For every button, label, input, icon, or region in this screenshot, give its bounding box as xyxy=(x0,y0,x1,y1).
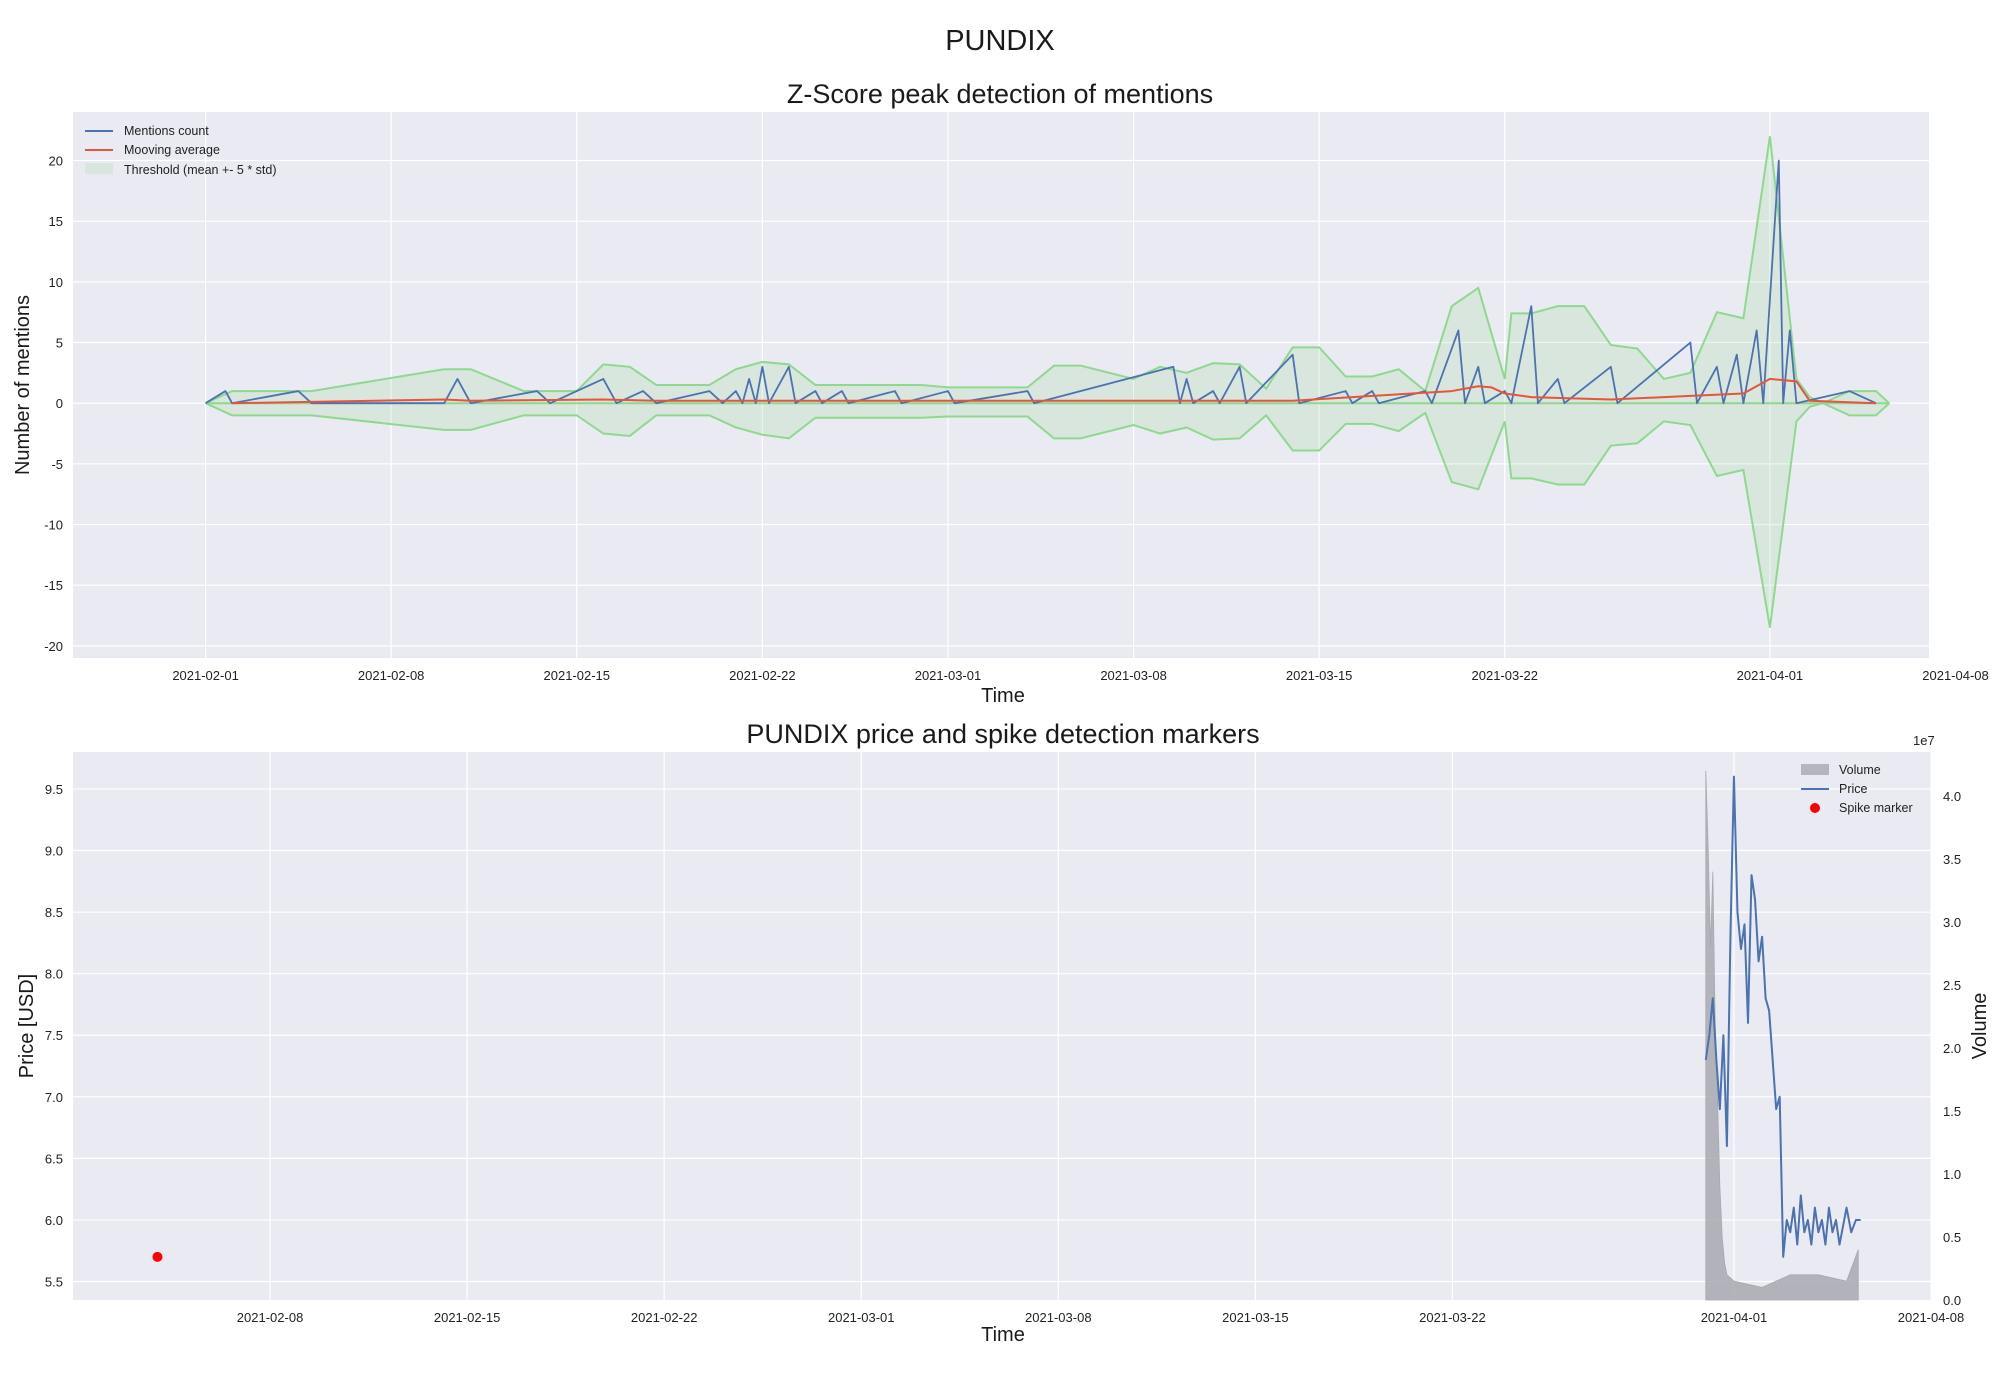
top-series xyxy=(205,159,1890,405)
bottom-x-tick-label: 2021-02-08 xyxy=(237,1310,304,1325)
bottom-plot-area xyxy=(73,752,1931,1300)
bottom-y-axis-label: Price [USD] xyxy=(16,974,38,1078)
legend-label-spike: Spike marker xyxy=(1839,801,1913,815)
top-y-tick-label: -5 xyxy=(51,457,63,472)
price-line xyxy=(1704,775,1861,1258)
bottom-y2-tick-label: 3.0 xyxy=(1943,915,1961,930)
top-x-tick-label: 2021-04-01 xyxy=(1737,668,1804,683)
top-x-tick-label: 2021-02-15 xyxy=(544,668,611,683)
top-x-tick-label: 2021-03-01 xyxy=(915,668,982,683)
legend-label-threshold: Threshold (mean +- 5 * std) xyxy=(124,163,277,177)
top-y-tick-label: 5 xyxy=(56,336,63,351)
bottom-series xyxy=(152,775,1861,1262)
bottom-y-tick-label: 6.0 xyxy=(45,1213,63,1228)
top-x-tick-label: 2021-04-08 xyxy=(1922,668,1989,683)
bottom-x-tick-label: 2021-03-08 xyxy=(1025,1310,1092,1325)
bottom-y2-tick-label: 0.0 xyxy=(1943,1293,1961,1308)
top-x-axis-label: Time xyxy=(981,685,1025,707)
figure-title: PUNDIX xyxy=(945,25,1055,57)
volume-area xyxy=(1705,770,1859,1301)
top-plot-area xyxy=(73,112,1929,658)
top-x-tick-label: 2021-03-15 xyxy=(1286,668,1353,683)
mentions-count-line xyxy=(205,159,1877,405)
bottom-x-tick-label: 2021-04-08 xyxy=(1898,1310,1965,1325)
top-y-tick-label: 15 xyxy=(49,214,63,229)
bottom-grid xyxy=(73,752,1932,1300)
top-y-tick-label: 20 xyxy=(49,154,63,169)
bottom-x-tick-label: 2021-02-15 xyxy=(434,1310,501,1325)
top-chart-title: Z-Score peak detection of mentions xyxy=(787,79,1213,109)
top-x-tick-label: 2021-02-22 xyxy=(729,668,796,683)
bottom-y-tick-label: 9.5 xyxy=(45,782,63,797)
bottom-x-tick-label: 2021-04-01 xyxy=(1701,1310,1768,1325)
bottom-volume-area xyxy=(1705,770,1859,1301)
top-y-tick-label: -20 xyxy=(44,639,63,654)
top-y-tick-label: 10 xyxy=(49,275,63,290)
top-x-tick-label: 2021-03-22 xyxy=(1472,668,1539,683)
bottom-x-tick-label: 2021-03-01 xyxy=(828,1310,895,1325)
bottom-y-tick-label: 6.5 xyxy=(45,1151,63,1166)
spike-marker-point xyxy=(152,1251,163,1262)
bottom-y2-tick-label: 1.5 xyxy=(1943,1104,1961,1119)
volume-offset-text: 1e7 xyxy=(1913,733,1935,748)
top-y-ticks: -20 -15 -10 -5 0 5 10 15 20 xyxy=(44,154,63,654)
bottom-x-tick-label: 2021-03-22 xyxy=(1419,1310,1486,1325)
legend-swatch-volume xyxy=(1801,764,1829,775)
bottom-y2-tick-label: 4.0 xyxy=(1943,789,1961,804)
legend-label-price: Price xyxy=(1839,782,1868,796)
top-x-ticks: 2021-02-01 2021-02-08 2021-02-15 2021-02-22… xyxy=(172,668,1988,683)
top-y-tick-label: -15 xyxy=(44,578,63,593)
threshold-upper-line xyxy=(205,136,1890,405)
legend-label-average: Mooving average xyxy=(124,143,220,157)
legend-swatch-spike xyxy=(1810,803,1820,813)
threshold-band-fill xyxy=(205,136,1890,628)
bottom-y-tick-label: 7.0 xyxy=(45,1090,63,1105)
top-y-axis-label: Number of mentions xyxy=(12,295,34,475)
bottom-y-tick-label: 8.5 xyxy=(45,905,63,920)
threshold-lower-line xyxy=(205,402,1890,628)
bottom-y2-tick-label: 2.5 xyxy=(1943,978,1961,993)
top-threshold-band xyxy=(205,136,1890,628)
top-x-tick-label: 2021-02-08 xyxy=(358,668,425,683)
bottom-x-tick-label: 2021-03-15 xyxy=(1222,1310,1289,1325)
bottom-y2-tick-label: 2.0 xyxy=(1943,1041,1961,1056)
bottom-x-tick-label: 2021-02-22 xyxy=(631,1310,698,1325)
legend-label-volume: Volume xyxy=(1839,763,1881,777)
legend-label-mentions: Mentions count xyxy=(124,124,209,138)
bottom-y2-tick-label: 3.5 xyxy=(1943,852,1961,867)
bottom-y2-tick-label: 0.5 xyxy=(1943,1230,1961,1245)
moving-average-line xyxy=(232,377,1877,405)
top-y-tick-label: -10 xyxy=(44,518,63,533)
bottom-x-ticks: 2021-02-08 2021-02-15 2021-02-22 2021-03-01… xyxy=(237,1310,1964,1325)
bottom-y2-tick-label: 1.0 xyxy=(1943,1167,1961,1182)
legend-swatch-threshold xyxy=(85,163,113,174)
top-y-tick-label: 0 xyxy=(56,396,63,411)
bottom-y-ticks: 5.5 6.0 6.5 7.0 7.5 8.0 8.5 9.0 9.5 xyxy=(45,782,63,1290)
bottom-y2-axis-label: Volume xyxy=(1969,993,1991,1060)
top-x-tick-label: 2021-02-01 xyxy=(172,668,239,683)
bottom-x-axis-label: Time xyxy=(981,1324,1025,1346)
top-legend: Mentions count Mooving average Threshold… xyxy=(85,124,277,177)
bottom-y2-ticks: 0.0 0.5 1.0 1.5 2.0 2.5 3.0 3.5 4.0 xyxy=(1943,789,1961,1308)
bottom-y-tick-label: 8.0 xyxy=(45,967,63,982)
bottom-y-tick-label: 5.5 xyxy=(45,1275,63,1290)
bottom-y-tick-label: 9.0 xyxy=(45,844,63,859)
top-x-tick-label: 2021-03-08 xyxy=(1100,668,1167,683)
bottom-legend: Volume Price Spike marker xyxy=(1801,763,1913,815)
bottom-y-tick-label: 7.5 xyxy=(45,1028,63,1043)
bottom-chart-title: PUNDIX price and spike detection markers xyxy=(746,719,1259,749)
